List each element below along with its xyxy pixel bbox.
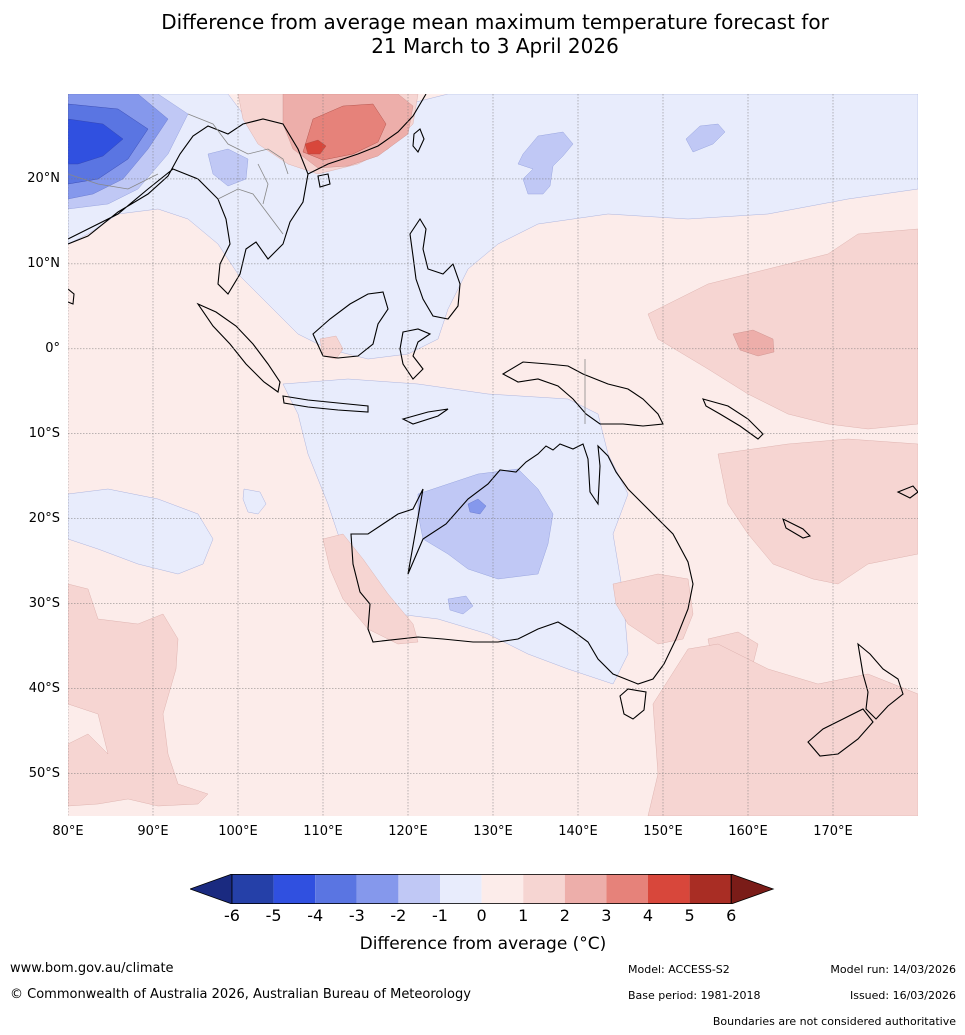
copyright-notice: © Commonwealth of Australia 2026, Austra… xyxy=(10,987,471,1002)
colorbar-swatch xyxy=(440,874,482,904)
anomaly-region-cold-core xyxy=(68,103,149,185)
colorbar-tick-label: -5 xyxy=(265,906,282,925)
forecast-map xyxy=(68,94,918,816)
colorbar-tick-label: 1 xyxy=(518,906,529,925)
lon-tick-label: 90°E xyxy=(137,824,169,839)
colorbar-swatch xyxy=(648,874,690,904)
colorbar-tick-label: 6 xyxy=(726,906,737,925)
lon-tick-label: 110°E xyxy=(303,824,343,839)
model-name: Model: ACCESS-S2 xyxy=(628,963,730,976)
philippines-coastline xyxy=(409,217,461,320)
chart-title: Difference from average mean maximum tem… xyxy=(0,10,965,58)
title-line-2: 21 March to 3 April 2026 xyxy=(371,34,619,58)
borneo-coastline xyxy=(312,291,389,359)
java-coastline xyxy=(282,395,369,413)
lat-tick-label: 20°N xyxy=(27,170,60,186)
colorbar-tick-label: 0 xyxy=(476,906,487,925)
lon-tick-label: 150°E xyxy=(643,824,683,839)
graticule xyxy=(68,94,918,816)
colorbar-tick-label: 5 xyxy=(684,906,695,925)
lon-tick-label: 80°E xyxy=(52,824,84,839)
new-caledonia-coastline xyxy=(782,517,812,539)
timor-coastline xyxy=(401,408,449,425)
colorbar-tick-label: 4 xyxy=(642,906,654,925)
website-link[interactable]: www.bom.gov.au/climate xyxy=(10,961,174,976)
sumatra-coastline xyxy=(196,302,281,393)
lon-tick-label: 120°E xyxy=(388,824,428,839)
colorbar-tick-label: -4 xyxy=(307,906,324,925)
lat-tick-label: 30°S xyxy=(28,595,60,611)
sri-lanka-coastline xyxy=(68,288,75,305)
sulawesi-coastline xyxy=(399,328,432,380)
colorbar-swatch xyxy=(689,874,732,904)
colorbar-tick-label: -1 xyxy=(432,906,448,925)
mainland-se-asia-coastline xyxy=(68,118,309,295)
colorbar-tick-label: 3 xyxy=(601,906,612,925)
china-coastline xyxy=(307,94,427,175)
colorbar-swatch xyxy=(315,874,357,904)
lon-tick-label: 100°E xyxy=(218,824,258,839)
title-line-1: Difference from average mean maximum tem… xyxy=(161,10,829,34)
coastlines xyxy=(68,94,918,757)
colorbar-tick-label: -2 xyxy=(390,906,407,925)
lat-tick-label: 40°S xyxy=(28,680,60,696)
colorbar-swatch xyxy=(564,874,607,904)
colorbar-swatch xyxy=(356,874,399,904)
anomaly-region-1-to-2 xyxy=(68,94,918,816)
fiji-coastline xyxy=(896,485,918,499)
model-run-date: Model run: 14/03/2026 xyxy=(830,963,956,976)
lat-tick-label: 10°S xyxy=(28,425,60,441)
colorbar-swatch xyxy=(273,874,316,904)
colorbar-frame xyxy=(231,874,732,904)
colorbar-label: Difference from average (°C) xyxy=(359,934,607,954)
base-period: Base period: 1981-2018 xyxy=(628,989,761,1002)
colorbar-swatch xyxy=(523,874,565,904)
colorbar-swatch xyxy=(606,874,648,904)
hainan-coastline xyxy=(317,173,331,188)
lon-tick-label: 140°E xyxy=(558,824,598,839)
taiwan-coastline xyxy=(412,128,425,154)
lon-tick-label: 130°E xyxy=(473,824,513,839)
boundaries-disclaimer: Boundaries are not considered authoritat… xyxy=(712,1015,956,1028)
colorbar xyxy=(190,874,775,904)
lat-tick-label: 0° xyxy=(45,340,60,356)
australia-coastline xyxy=(350,443,694,685)
colorbar-extend-low xyxy=(190,874,233,904)
country-boundaries xyxy=(68,113,586,424)
lat-tick-label: 10°N xyxy=(27,255,60,271)
new-zealand-south-coastline xyxy=(807,708,874,757)
anomaly-region-warm-core xyxy=(302,103,387,161)
lat-tick-label: 20°S xyxy=(28,510,60,526)
lon-tick-label: 160°E xyxy=(728,824,768,839)
tasmania-coastline xyxy=(619,688,647,720)
colorbar-tick-label: -3 xyxy=(348,906,365,925)
issued-date: Issued: 16/03/2026 xyxy=(849,989,956,1002)
colorbar-swatch xyxy=(398,874,440,904)
colorbar-tick-label: -6 xyxy=(224,906,240,925)
new-zealand-north-coastline xyxy=(857,642,904,720)
colorbar-tick-label: 2 xyxy=(559,906,570,925)
colorbar-swatch xyxy=(232,874,274,904)
solomon-islands-coastline xyxy=(702,398,764,440)
lon-tick-label: 170°E xyxy=(813,824,853,839)
colorbar-swatch xyxy=(481,874,524,904)
colorbar-extend-high xyxy=(730,874,775,904)
lat-tick-label: 50°S xyxy=(28,765,60,781)
